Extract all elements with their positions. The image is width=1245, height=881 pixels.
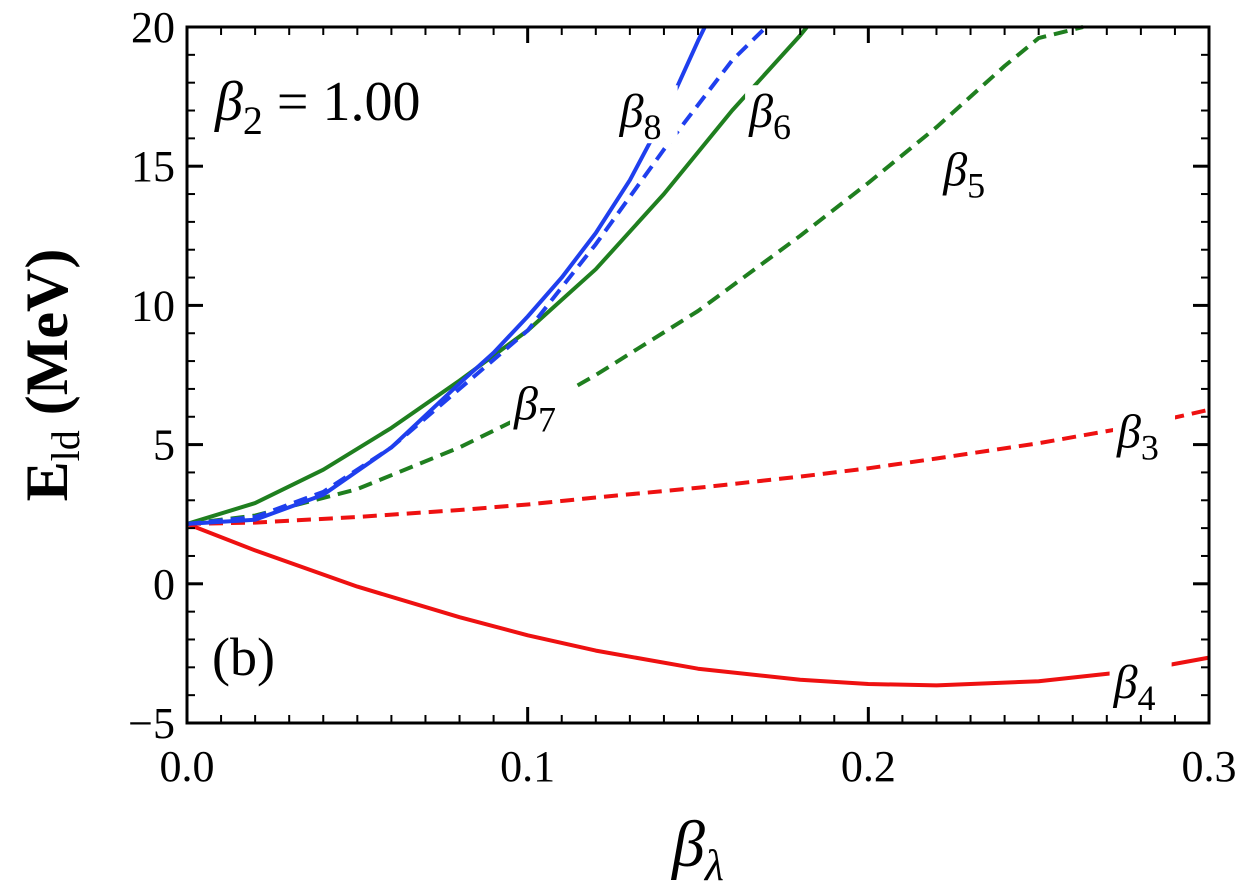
series-label-β4: β4: [1113, 656, 1156, 718]
series-label-β8: β8: [619, 85, 662, 147]
y-axis-title: Eld (MeV): [14, 249, 88, 502]
series-line-β3: [186, 407, 1210, 526]
series-label-β5: β5: [942, 144, 985, 206]
x-tick-label: 0.0: [160, 742, 215, 791]
series-line-β5: [186, 25, 1084, 526]
series-label-backdrop: [1109, 655, 1172, 714]
series-label-backdrop: [939, 143, 1002, 202]
series-label-backdrop: [615, 85, 678, 144]
series-label-backdrop: [1113, 405, 1176, 464]
y-tick-label: 10: [131, 281, 175, 330]
x-tick-label: 0.3: [1182, 742, 1237, 791]
series-label-backdrop: [510, 377, 573, 436]
series-line-β7: [186, 25, 768, 526]
y-tick-label: 20: [131, 3, 175, 52]
y-tick-label: −5: [128, 699, 175, 748]
y-tick-label: 0: [153, 560, 175, 609]
series-label-backdrop: [745, 85, 808, 144]
y-tick-label: 15: [131, 142, 175, 191]
x-tick-label: 0.1: [500, 742, 555, 791]
series-label-β7: β7: [513, 378, 556, 440]
beta2-annotation: β2 = 1.00: [214, 71, 420, 143]
x-axis-title: βλ: [670, 808, 724, 881]
tick-layer: 0.0 0.1 0.2 0.3 −5 0 5 10 15 20: [128, 3, 1236, 791]
series-line-β4: [186, 522, 1210, 688]
series-label-β6: β6: [748, 85, 791, 147]
x-tick-label: 0.2: [841, 742, 896, 791]
y-tick-label: 5: [153, 421, 175, 470]
label-layer: β8 β6 β5 β7 β3 β4: [510, 85, 1176, 718]
series-label-β3: β3: [1116, 405, 1159, 467]
panel-label: (b): [212, 627, 275, 687]
